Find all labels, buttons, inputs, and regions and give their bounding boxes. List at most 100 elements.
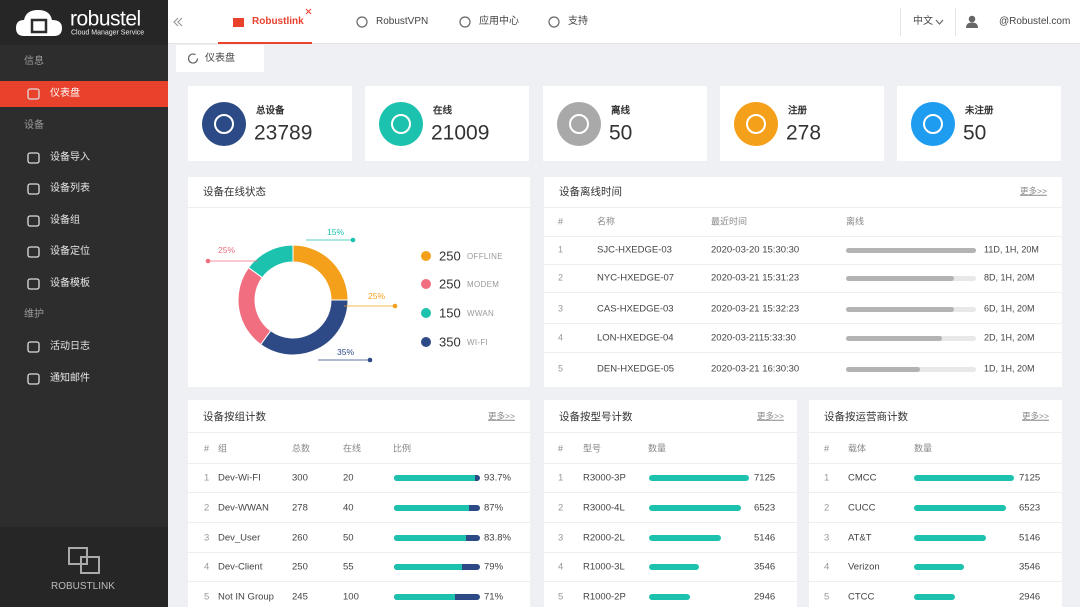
breadcrumb-label[interactable]: 仪表盘 — [205, 53, 235, 64]
table-cell: R1000-2P — [583, 591, 626, 603]
topbar — [168, 0, 1080, 44]
nav-item[interactable]: 设备组 — [50, 214, 80, 226]
nav-item[interactable]: 设备定位 — [50, 246, 90, 257]
nav-item[interactable]: 仪表盘 — [50, 88, 80, 99]
device-name: NYC-HXEDGE-07 — [597, 272, 675, 284]
stat-icon-bg — [734, 102, 778, 146]
table-cell: 3 — [824, 532, 830, 544]
column-header: 离线 — [846, 216, 865, 227]
header-row-divider — [188, 463, 530, 464]
row-divider — [544, 264, 1062, 265]
table-cell: 2 — [824, 502, 830, 514]
table-cell: 250 — [292, 561, 308, 573]
brand-subtitle: Cloud Manager Service — [71, 29, 145, 37]
refresh-arc — [187, 53, 199, 64]
row-number: 5 — [558, 363, 564, 374]
column-header: 数量 — [914, 443, 933, 454]
table-cell: 3 — [558, 532, 564, 544]
more-link[interactable]: 更多>> — [757, 410, 784, 421]
panel — [544, 400, 797, 607]
user-icon — [966, 15, 978, 28]
nav-icon-shape — [27, 151, 40, 164]
table-cell: 4 — [558, 561, 564, 573]
percent-label: 25% — [368, 290, 386, 301]
nav-tab[interactable]: 应用中心 — [479, 16, 519, 27]
tab-icon-shape — [233, 18, 244, 27]
column-header: 比例 — [393, 443, 412, 454]
nav-item[interactable]: 设备导入 — [50, 151, 90, 163]
count-bar — [649, 475, 749, 481]
table-cell: Not IN Group — [218, 591, 274, 603]
nav-icon — [27, 277, 40, 290]
callout-dot — [367, 357, 373, 363]
header-row-divider — [544, 463, 797, 464]
more-link[interactable]: 更多>> — [488, 410, 515, 421]
table-cell: 4 — [204, 561, 210, 573]
user-name[interactable]: @Robustel.com — [999, 16, 1071, 27]
stat-label: 未注册 — [965, 105, 994, 117]
callout-dot — [350, 237, 356, 243]
donut-segment — [292, 244, 349, 301]
count-label: 3546 — [754, 561, 776, 573]
tab-icon — [459, 16, 471, 28]
nav-item[interactable]: 活动日志 — [50, 341, 90, 352]
stat-value: 23789 — [254, 121, 313, 145]
nav-item[interactable]: 设备列表 — [50, 183, 90, 194]
offline-duration: 2D, 1H, 20M — [984, 332, 1035, 343]
table-cell: 20 — [343, 472, 354, 484]
language-caret — [935, 19, 944, 25]
nav-icon — [27, 372, 40, 385]
count-label: 5146 — [1019, 532, 1041, 544]
collapse-chevrons — [173, 17, 183, 27]
collapse-icon — [173, 17, 183, 27]
last-time: 2020-03-20 15:30:30 — [711, 244, 800, 256]
offline-duration: 11D, 1H, 20M — [984, 244, 1039, 255]
donut-chart — [205, 237, 398, 363]
stat-icon-glyph — [923, 114, 943, 134]
count-bar — [914, 564, 964, 570]
tab-close-x — [305, 8, 312, 15]
stat-icon — [734, 102, 778, 146]
table-cell: Dev-Client — [218, 561, 263, 573]
table-cell: Dev-Wi-FI — [218, 472, 261, 484]
panel-title: 设备按运营商计数 — [824, 410, 908, 423]
table-cell: Dev-WWAN — [218, 502, 269, 514]
legend-value: 150 — [439, 305, 461, 321]
last-time: 2020-03-21 15:32:23 — [711, 303, 800, 315]
nav-section-title: 维护 — [24, 309, 44, 320]
count-bar — [914, 535, 987, 541]
row-divider — [544, 552, 797, 553]
stat-icon — [379, 102, 423, 146]
language-select[interactable]: 中文 — [913, 16, 933, 27]
more-link[interactable]: 更多>> — [1020, 185, 1047, 196]
ratio-bar — [394, 535, 467, 541]
column-header: # — [558, 443, 564, 454]
stat-icon-bg — [911, 102, 955, 146]
nav-item[interactable]: 设备模板 — [50, 277, 90, 289]
stat-label: 注册 — [788, 105, 808, 117]
nav-tab[interactable]: 支持 — [568, 16, 588, 27]
nav-item[interactable]: 通知邮件 — [50, 372, 90, 384]
column-header: 数量 — [648, 443, 667, 454]
table-cell: R3000-3P — [583, 472, 626, 484]
table-cell: 40 — [343, 502, 354, 514]
row-number: 4 — [558, 332, 564, 343]
nav-tab[interactable]: Robustlink — [252, 16, 304, 27]
active-tab-underline — [218, 42, 312, 44]
count-label: 7125 — [1019, 472, 1041, 484]
ratio-label: 87% — [484, 502, 504, 514]
nav-section-title: 设备 — [24, 119, 44, 131]
count-bar — [649, 564, 699, 570]
legend-dot — [421, 308, 431, 318]
count-label: 3546 — [1019, 561, 1041, 573]
legend-name: OFFLINE — [467, 252, 503, 261]
more-link[interactable]: 更多>> — [1022, 410, 1049, 421]
nav-tab[interactable]: RobustVPN — [376, 16, 429, 27]
donut-segment — [237, 266, 272, 346]
count-label: 7125 — [754, 472, 776, 484]
table-cell: 1 — [558, 472, 564, 484]
column-header: 最近时间 — [711, 216, 748, 227]
column-header: 名称 — [597, 216, 616, 227]
duration-bar — [846, 335, 942, 341]
